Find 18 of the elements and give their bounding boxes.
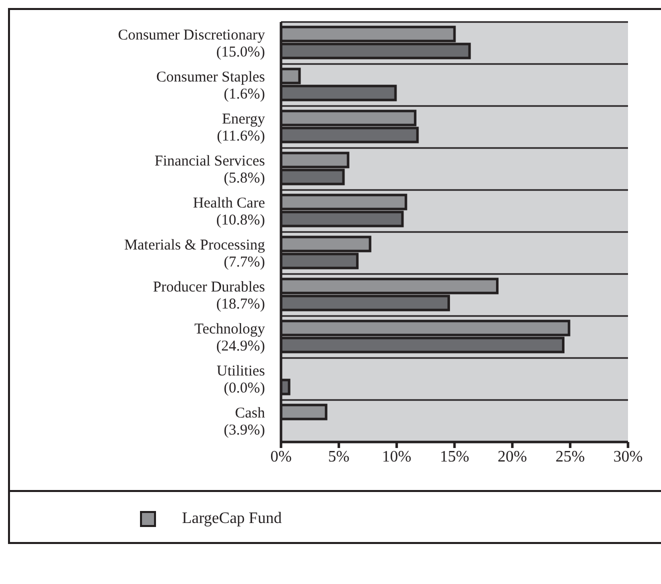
y-tick-label: Technology (24.9%) [194,322,266,354]
x-tick-label: 30% [613,448,643,466]
y-tick-label: Producer Durables (18.7%) [152,280,266,312]
y-tick-label: Financial Services (5.8%) [154,154,266,186]
x-tick-label: 0% [270,448,292,466]
y-tick-label: Materials & Processing (7.7%) [124,238,266,270]
y-tick-label: Cash (3.9%) [224,406,266,438]
x-tick-label: 20% [498,448,527,466]
x-tick-label: 5% [328,448,350,466]
y-tick-label: Consumer Discretionary (15.0%) [118,28,266,60]
legend-label: LargeCap Fund [182,510,282,528]
y-tick-label: Energy (11.6%) [216,112,266,144]
y-tick-label: Health Care (10.8%) [192,196,266,228]
x-tick-label: 15% [440,448,470,466]
x-tick-label: 10% [382,448,412,466]
y-tick-label: Utilities (0.0%) [216,364,266,396]
y-tick-label: Consumer Staples (1.6%) [156,70,266,102]
x-tick-label: 25% [556,448,585,466]
